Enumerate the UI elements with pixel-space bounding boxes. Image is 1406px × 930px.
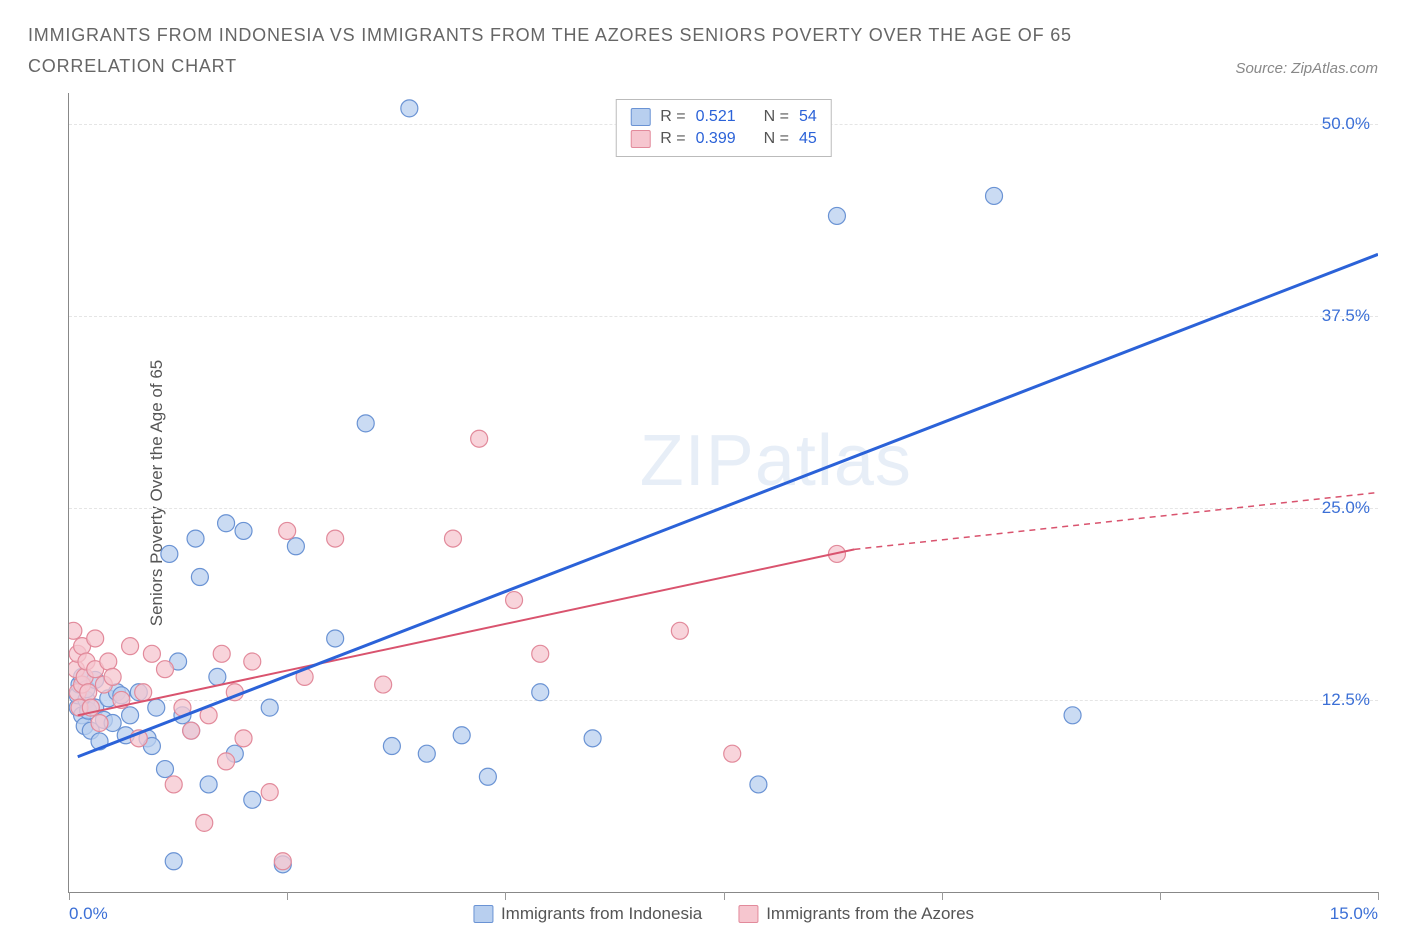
swatch-azores [630, 130, 650, 148]
gridline [69, 316, 1378, 317]
chart-title: IMMIGRANTS FROM INDONESIA VS IMMIGRANTS … [28, 20, 1128, 81]
y-tick-label: 25.0% [1322, 498, 1370, 518]
legend-item-azores: Immigrants from the Azores [738, 904, 974, 924]
x-tick [505, 892, 506, 900]
x-tick [942, 892, 943, 900]
x-tick [287, 892, 288, 900]
y-tick-label: 12.5% [1322, 690, 1370, 710]
stats-row-indonesia: R = 0.521 N = 54 [630, 106, 817, 128]
x-axis-min-label: 0.0% [69, 904, 108, 924]
y-tick-label: 37.5% [1322, 306, 1370, 326]
gridline [69, 700, 1378, 701]
stats-row-azores: R = 0.399 N = 45 [630, 128, 817, 150]
scatter-plot: ZIPatlas R = 0.521 N = 54 R = 0.399 N = … [68, 93, 1378, 893]
swatch-indonesia [630, 108, 650, 126]
x-tick [1378, 892, 1379, 900]
correlation-stats-box: R = 0.521 N = 54 R = 0.399 N = 45 [615, 99, 832, 157]
gridline [69, 508, 1378, 509]
watermark: ZIPatlas [640, 420, 912, 502]
series-legend: Immigrants from Indonesia Immigrants fro… [473, 904, 974, 924]
x-tick [1160, 892, 1161, 900]
x-tick [69, 892, 70, 900]
plot-overlay [69, 93, 1378, 892]
y-tick-label: 50.0% [1322, 114, 1370, 134]
x-axis-max-label: 15.0% [1330, 904, 1378, 924]
legend-item-indonesia: Immigrants from Indonesia [473, 904, 702, 924]
source-label: Source: ZipAtlas.com [1235, 60, 1378, 81]
x-tick [724, 892, 725, 900]
